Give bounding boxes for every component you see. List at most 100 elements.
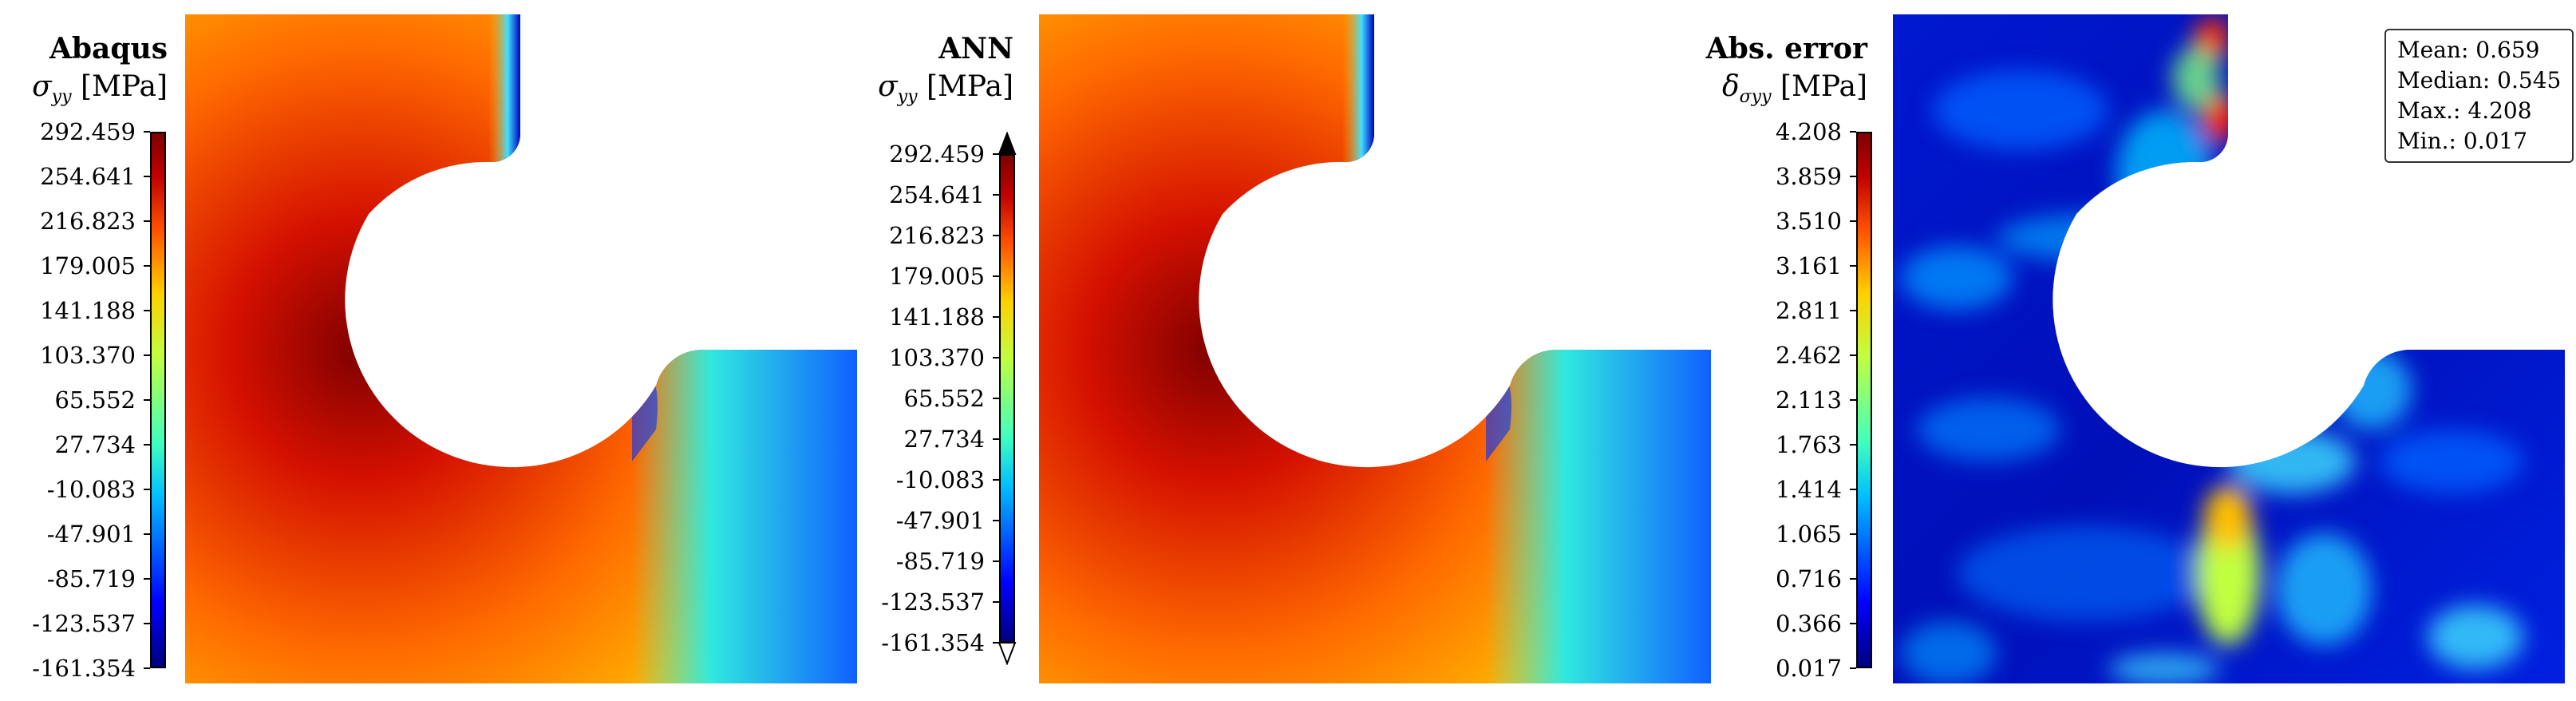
colorbar-tick-label: 3.510 (1775, 208, 1842, 235)
colorbar-tick-label: 2.811 (1775, 297, 1842, 324)
panel-title: ANN (938, 32, 1013, 65)
colorbar-tick-mark (993, 398, 999, 399)
colorbar-label: δσyy [MPa] (1721, 70, 1867, 108)
colorbar-tick-mark (993, 194, 999, 196)
colorbar-tick-label: 292.459 (40, 118, 136, 145)
colorbar-tick-label: 216.823 (40, 208, 136, 235)
colorbar-tick-label: 0.017 (1775, 655, 1842, 682)
stats-mean: Mean: 0.659 (2397, 37, 2540, 63)
colorbar-tick-mark (144, 667, 150, 669)
colorbar-tick-label: 2.462 (1775, 342, 1842, 369)
colorbar-tick-mark (144, 176, 150, 177)
colorbar-tick-mark (144, 623, 150, 624)
colorbar-tick-mark (1850, 131, 1856, 133)
colorbar (150, 132, 166, 668)
colorbar-tick-label: -123.537 (881, 588, 985, 616)
colorbar-tick-mark (144, 131, 150, 133)
colorbar-tick-mark (993, 520, 999, 521)
colorbar-tick-mark (1850, 533, 1856, 535)
colorbar-tick-mark (144, 399, 150, 401)
colorbar-tick-label: 141.188 (889, 303, 985, 331)
colorbar-tick-label: 1.414 (1775, 476, 1842, 503)
colorbar-tick-label: 179.005 (889, 263, 985, 290)
colorbar-tick-mark (993, 235, 999, 236)
colorbar-tick-mark (144, 354, 150, 356)
colorbar-tick-mark (1850, 310, 1856, 311)
colorbar-tick-mark (1850, 489, 1856, 490)
colorbar-tick-label: -123.537 (32, 610, 136, 637)
colorbar-header: Abaqus σyy [MPa] (0, 0, 168, 120)
colorbar-header: ANN σyy [MPa] (854, 0, 1013, 120)
colorbar-tick-label: 27.734 (903, 426, 985, 453)
colorbar-tick-mark (1850, 667, 1856, 669)
colorbar-tick-label: -161.354 (881, 629, 985, 656)
colorbar-tick-label: -85.719 (895, 548, 985, 575)
colorbar-extend-bottom (998, 642, 1017, 665)
colorbar-tick-label: 254.641 (40, 163, 136, 190)
colorbar-tick-mark (144, 489, 150, 490)
stress-field-ann (1039, 14, 1711, 683)
colorbar-tick-mark (993, 153, 999, 155)
colorbar-tick-mark (144, 444, 150, 446)
colorbar-tick-label: 4.208 (1775, 118, 1842, 145)
stress-field-abaqus (185, 14, 857, 683)
colorbar-tick-mark (993, 560, 999, 562)
colorbar-tick-mark (993, 642, 999, 644)
colorbar-tick-label: -85.719 (46, 565, 136, 592)
colorbar-tick-label: 141.188 (40, 297, 136, 324)
colorbar-tick-mark (1850, 220, 1856, 222)
colorbar-header: Abs. error δσyy [MPa] (1705, 0, 1867, 120)
stats-median: Median: 0.545 (2397, 67, 2562, 93)
colorbar-tick-label: 3.161 (1775, 252, 1842, 279)
error-field (1893, 14, 2565, 683)
colorbar-label: σyy [MPa] (32, 70, 168, 108)
colorbar-tick-mark (993, 357, 999, 358)
colorbar (1856, 132, 1872, 668)
colorbar-tick-label: -47.901 (46, 521, 136, 548)
colorbar-tick-label: 65.552 (903, 385, 985, 412)
colorbar-tick-mark (144, 265, 150, 267)
colorbar-tick-mark (1850, 399, 1856, 401)
colorbar-tick-label: 0.366 (1775, 610, 1842, 637)
colorbar-tick-label: 65.552 (54, 386, 136, 414)
panel-title: Abaqus (49, 32, 168, 65)
colorbar-tick-label: 1.065 (1775, 521, 1842, 548)
panel-abs-error: Abs. error δσyy [MPa] (1705, 0, 2576, 701)
colorbar-tick-label: 103.370 (889, 344, 985, 371)
colorbar (999, 154, 1015, 643)
colorbar-tick-mark (144, 578, 150, 580)
colorbar-tick-mark (144, 310, 150, 311)
stats-box: Mean: 0.659 Median: 0.545 Max.: 4.208 Mi… (2384, 29, 2574, 163)
colorbar-tick-label: -10.083 (46, 476, 136, 503)
colorbar-tick-label: -161.354 (32, 655, 136, 682)
colorbar-tick-label: 292.459 (889, 141, 985, 168)
colorbar-tick-label: -10.083 (895, 466, 985, 493)
colorbar-tick-mark (993, 601, 999, 603)
colorbar-tick-label: 179.005 (40, 252, 136, 279)
stats-min: Min.: 0.017 (2397, 128, 2528, 154)
colorbar-tick-label: 1.763 (1775, 431, 1842, 458)
colorbar-tick-label: 0.716 (1775, 565, 1842, 592)
colorbar-tick-mark (144, 220, 150, 222)
colorbar-tick-label: -47.901 (895, 507, 985, 534)
stats-max: Max.: 4.208 (2397, 97, 2532, 124)
panel-abaqus: Abaqus σyy [MPa] (0, 0, 857, 701)
colorbar-tick-mark (144, 533, 150, 535)
colorbar-tick-label: 103.370 (40, 342, 136, 369)
colorbar-tick-label: 216.823 (889, 222, 985, 249)
colorbar-tick-label: 27.734 (54, 431, 136, 458)
colorbar-tick-label: 254.641 (889, 181, 985, 208)
colorbar-tick-label: 3.859 (1775, 163, 1842, 190)
colorbar-extend-top (998, 132, 1017, 155)
colorbar-tick-mark (1850, 176, 1856, 177)
colorbar-label: σyy [MPa] (878, 70, 1013, 108)
colorbar-tick-mark (1850, 354, 1856, 356)
colorbar-tick-mark (1850, 578, 1856, 580)
colorbar-tick-mark (1850, 265, 1856, 267)
panel-title: Abs. error (1705, 32, 1867, 65)
colorbar-tick-mark (993, 479, 999, 481)
colorbar-tick-label: 2.113 (1775, 386, 1842, 414)
colorbar-tick-mark (1850, 444, 1856, 446)
colorbar-tick-mark (993, 316, 999, 318)
colorbar-tick-mark (993, 275, 999, 277)
